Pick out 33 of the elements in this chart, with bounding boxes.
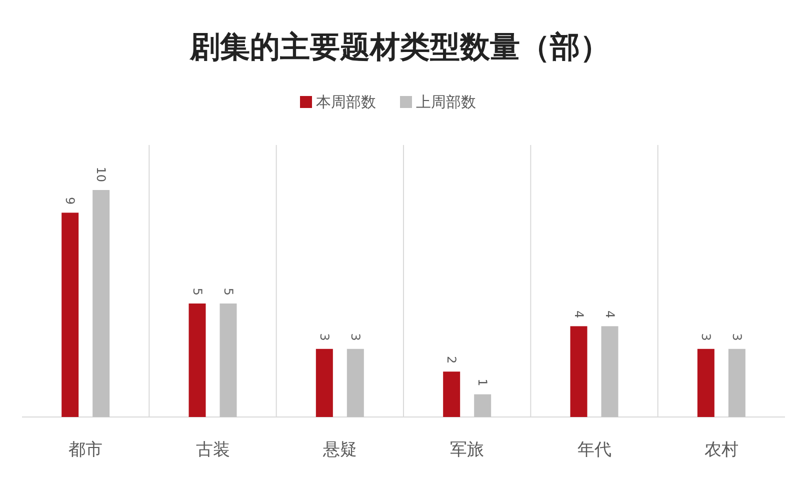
- legend-label: 上周部数: [416, 93, 476, 111]
- data-label: 2: [444, 356, 459, 364]
- bar: [474, 394, 492, 417]
- x-tick-label: 农村: [704, 440, 738, 460]
- data-label: 3: [698, 333, 713, 341]
- bar: [697, 348, 714, 417]
- data-label: 4: [602, 310, 617, 318]
- bar: [92, 190, 110, 417]
- data-label: 4: [572, 310, 586, 318]
- bar: [443, 372, 460, 417]
- legend-label: 本周部数: [316, 93, 376, 111]
- data-label: 3: [730, 333, 744, 341]
- bar: [728, 348, 746, 417]
- bar: [220, 304, 237, 417]
- x-tick-label: 古装: [196, 440, 230, 460]
- bar: [346, 348, 364, 417]
- x-tick-label: 悬疑: [322, 440, 357, 460]
- data-label: 9: [63, 197, 78, 205]
- data-label: 10: [94, 166, 108, 182]
- data-label: 5: [190, 288, 204, 296]
- bar: [570, 326, 588, 417]
- data-label: 3: [348, 333, 362, 341]
- bar: [188, 304, 206, 417]
- x-tick-label: 都市: [68, 440, 103, 460]
- x-tick-label: 军旅: [450, 440, 484, 460]
- data-label: 5: [221, 288, 236, 296]
- data-label: 3: [317, 333, 332, 341]
- bar: [601, 326, 618, 417]
- bar: [316, 348, 333, 417]
- bar: [62, 212, 79, 417]
- x-tick-label: 年代: [577, 440, 612, 460]
- chart-title: 剧集的主要题材类型数量（部）: [189, 30, 610, 65]
- data-label: 1: [476, 378, 490, 386]
